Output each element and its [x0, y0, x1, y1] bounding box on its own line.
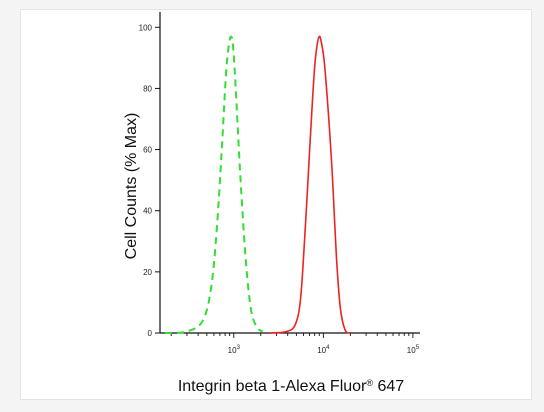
- sample-histogram-line: [269, 35, 351, 334]
- control-histogram-line: [164, 35, 264, 334]
- y-tick-label: 100: [139, 23, 153, 32]
- y-tick-label: 80: [143, 84, 152, 93]
- figure-panel: [20, 9, 532, 400]
- y-axis-label: Cell Counts (% Max): [123, 113, 140, 260]
- x-tick-label: 103: [228, 345, 241, 355]
- y-tick-label: 60: [143, 146, 152, 155]
- x-tick-label: 104: [317, 345, 330, 355]
- y-tick-label: 20: [143, 268, 152, 277]
- x-axis-label: Integrin beta 1-Alexa Fluor® 647: [178, 378, 404, 395]
- series-group: [164, 35, 351, 334]
- x-tick-label: 105: [407, 345, 420, 355]
- x-axis-label-registered-mark: ®: [366, 378, 373, 388]
- y-tick-label: 40: [143, 207, 152, 216]
- x-axis-label-suffix: 647: [373, 378, 404, 395]
- y-axis-ticks: 0 20 40 60 80 100: [139, 23, 160, 338]
- x-axis-label-text: Integrin beta 1-Alexa Fluor: [178, 378, 367, 395]
- y-tick-label: 0: [148, 329, 153, 338]
- axes-frame: [159, 12, 420, 334]
- x-axis-ticks: 103 104 105: [170, 333, 420, 355]
